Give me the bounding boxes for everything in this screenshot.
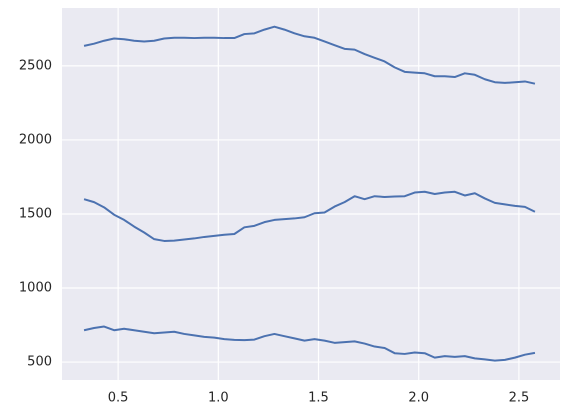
- y-tick-label: 500: [27, 355, 52, 370]
- x-tick-label: 1.0: [208, 391, 229, 406]
- y-tick-label: 1000: [19, 281, 52, 296]
- x-tick-label: 0.5: [108, 391, 129, 406]
- x-tick-label: 1.5: [308, 391, 329, 406]
- line: [83, 325, 536, 362]
- x-tick-label: 2.0: [408, 391, 429, 406]
- x-tick-label: 2.5: [509, 391, 530, 406]
- y-tick-label: 2000: [19, 132, 52, 147]
- plot-area: [62, 8, 560, 380]
- line: [83, 25, 536, 85]
- y-tick-label: 2500: [19, 58, 52, 73]
- y-tick-label: 1500: [19, 206, 52, 221]
- line: [83, 190, 536, 242]
